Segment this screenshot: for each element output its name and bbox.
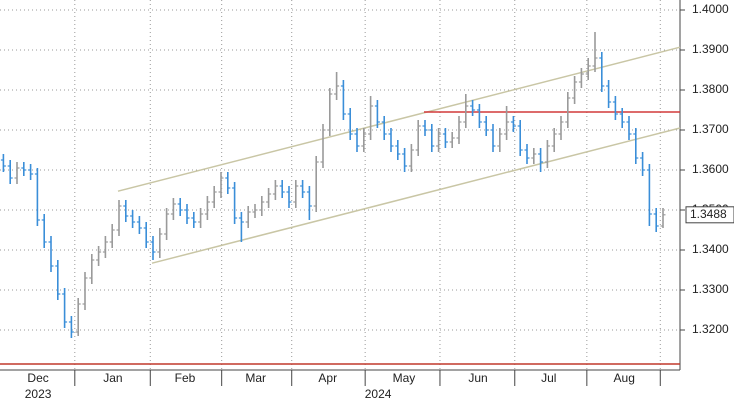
y-tick-label: 1.3200 xyxy=(692,322,729,336)
last-price-box xyxy=(685,206,734,224)
y-tick-label: 1.3300 xyxy=(692,282,729,296)
x-tick-label: Apr xyxy=(318,371,337,385)
year-label: 2023 xyxy=(25,387,52,401)
y-tick-label: 1.3400 xyxy=(692,242,729,256)
y-tick-label: 1.4000 xyxy=(692,2,729,16)
trend-line xyxy=(151,127,681,264)
x-tick-label: Jan xyxy=(103,371,122,385)
x-tick-label: Aug xyxy=(614,371,635,385)
trend-line xyxy=(117,46,681,192)
x-tick-label: Dec xyxy=(27,371,48,385)
y-tick-label: 1.3700 xyxy=(692,122,729,136)
last-price-label: 1.3488 xyxy=(690,207,727,221)
x-tick-label: Jul xyxy=(541,371,556,385)
year-label: 2024 xyxy=(365,387,392,401)
x-tick-label: Feb xyxy=(175,371,196,385)
x-tick-label: Mar xyxy=(245,371,266,385)
x-tick-label: Jun xyxy=(468,371,487,385)
y-tick-label: 1.3900 xyxy=(692,42,729,56)
x-tick-label: May xyxy=(393,371,416,385)
y-tick-label: 1.3800 xyxy=(692,82,729,96)
y-tick-label: 1.3600 xyxy=(692,162,729,176)
